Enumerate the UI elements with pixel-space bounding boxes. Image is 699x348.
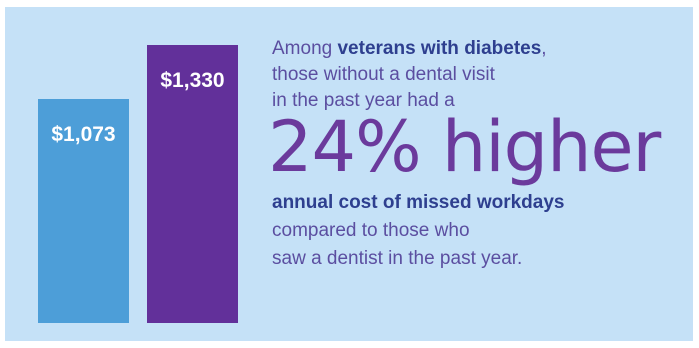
condition-line: those without a dental visit [272,64,495,85]
bar-chart: $1,073 $1,330 [5,7,265,341]
intro-suffix: , [541,38,547,59]
population-label: veterans with diabetes [337,38,542,59]
comparison-line-2: saw a dentist in the past year. [272,248,523,269]
timeframe-line: in the past year had a [272,90,455,111]
description-text: Among veterans with diabetes, those with… [268,37,692,271]
intro-prefix: Among [272,38,338,59]
comparison-line: compared to those who [272,220,470,241]
headline-stat: 24% higher [268,106,661,188]
bar-2: $1,330 [147,45,238,323]
infographic-card: $1,073 $1,330 Among veterans with diabet… [5,7,693,341]
bar-value-label-2: $1,330 [160,69,225,92]
metric-label: annual cost of missed workdays [272,192,565,213]
bar-1: $1,073 [38,99,129,323]
bar-value-label-1: $1,073 [51,123,116,146]
intro-line: Among veterans with diabetes, [272,37,692,61]
